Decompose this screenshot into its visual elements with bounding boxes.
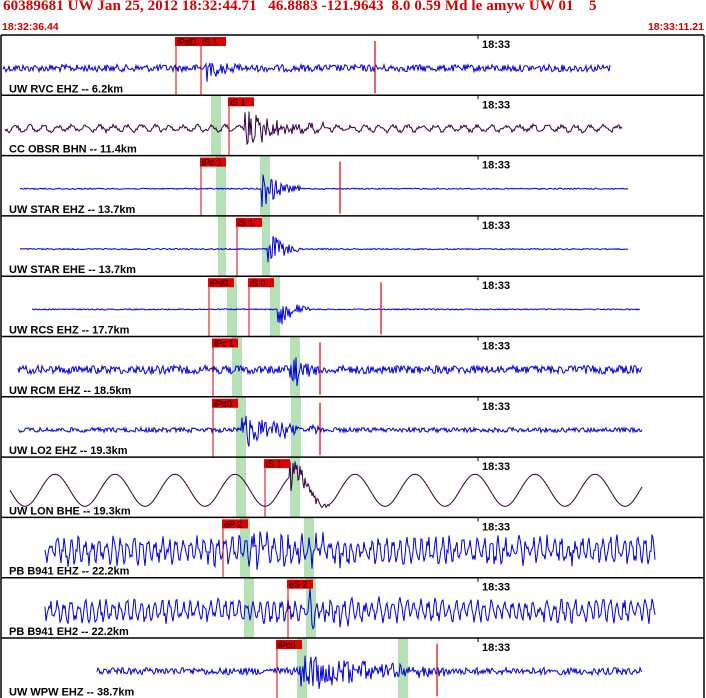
pick-window-band xyxy=(290,457,300,518)
station-label: CC OBSR BHN -- 11.4km xyxy=(9,144,137,156)
waveform-trace xyxy=(19,174,629,208)
waveform-trace xyxy=(4,111,623,146)
minute-tick-label: 18:33 xyxy=(482,280,510,292)
pick-window-band xyxy=(262,215,270,277)
station-label: UW STAR EHE -- 13.7km xyxy=(9,264,136,276)
station-label: UW RCM EHZ -- 18.5km xyxy=(9,385,131,397)
phase-pick-label: iPd0 xyxy=(214,399,232,409)
waveform-trace xyxy=(31,304,641,325)
phase-pick-box[interactable] xyxy=(200,37,226,46)
station-label: UW STAR EHZ -- 13.7km xyxy=(9,204,136,216)
phase-pick-box[interactable] xyxy=(264,459,290,469)
pick-window-band xyxy=(227,276,237,337)
phase-pick-label: iPc 1 xyxy=(214,339,234,349)
phase-pick-label: iS 1 xyxy=(266,459,282,469)
minute-tick-label: 18:33 xyxy=(482,39,510,51)
pick-window-band xyxy=(216,155,226,216)
phase-pick-label: iS 1 xyxy=(230,97,246,107)
trace-panel: iS 1 18:33 UW STAR EHE -- 13.7km xyxy=(1,215,704,277)
waveform-trace xyxy=(96,655,643,689)
minute-tick-label: 18:33 xyxy=(482,642,510,654)
trace-panel: iPc 1 18:33 UW STAR EHZ -- 13.7km xyxy=(1,154,704,216)
phase-pick-box[interactable] xyxy=(212,338,238,348)
minute-tick-label: 18:33 xyxy=(482,220,510,232)
phase-pick-label: eS 2 xyxy=(289,580,308,590)
trace-panel: iPd0 18:33 UW LO2 EHZ -- 19.3km xyxy=(1,396,704,458)
trace-panel: iS 1 18:33 UW LON BHE -- 19.3km xyxy=(1,456,704,518)
phase-pick-label: iPdD xyxy=(177,37,197,47)
phase-pick-box[interactable] xyxy=(287,579,313,589)
phase-pick-label: iPd0 xyxy=(210,278,228,288)
pick-window-band xyxy=(398,638,408,698)
waveform-trace xyxy=(17,415,643,447)
pick-window-band xyxy=(211,95,221,156)
minute-tick-label: 18:33 xyxy=(482,341,510,353)
pick-window-band xyxy=(304,517,314,578)
trace-panel: eP 2 18:33 PB B941 EHZ -- 22.2km xyxy=(1,516,704,578)
trace-panel: iPd0 iS 0 18:33 UW RCS EHZ -- 17.7km xyxy=(1,275,704,337)
pick-window-band xyxy=(290,336,300,397)
waveform-trace xyxy=(44,531,656,570)
phase-pick-box[interactable] xyxy=(222,519,248,529)
phase-pick-label: eP 2 xyxy=(224,519,242,529)
phase-pick-label: iPc 1 xyxy=(202,158,222,168)
waveform-trace xyxy=(17,357,643,387)
phase-pick-box[interactable] xyxy=(208,278,234,288)
trace-panel: eS 2 18:33 PB B941 EH2 -- 22.2km xyxy=(1,576,704,638)
pick-window-band xyxy=(270,276,280,337)
event-header-title: 60389681 UW Jan 25, 2012 18:32:44.71 46.… xyxy=(3,0,597,14)
phase-pick-box[interactable] xyxy=(228,97,254,107)
minute-tick-label: 18:33 xyxy=(482,582,510,594)
minute-tick-label: 18:33 xyxy=(482,401,510,413)
pick-window-band xyxy=(297,638,307,698)
trace-panel: iPdD iS 1 18:33 UW RVC EHZ -- 6.2km xyxy=(1,34,704,96)
phase-pick-box[interactable] xyxy=(175,37,201,46)
phase-pick-label: iPc0 xyxy=(278,640,296,650)
pick-window-band xyxy=(244,577,254,638)
waveform-trace xyxy=(2,62,611,82)
trace-panel: iPc 1 18:33 UW RCM EHZ -- 18.5km xyxy=(1,335,704,397)
station-label: PB B941 EHZ -- 22.2km xyxy=(9,566,130,578)
station-label: PB B941 EH2 -- 22.2km xyxy=(9,626,129,638)
phase-pick-box[interactable] xyxy=(276,640,302,649)
station-label: UW RVC EHZ -- 6.2km xyxy=(9,83,123,95)
phase-pick-label: iS 0 xyxy=(250,278,266,288)
trace-panel: iS 1 18:33 CC OBSR BHN -- 11.4km xyxy=(1,94,704,156)
station-label: UW LO2 EHZ -- 19.3km xyxy=(9,445,128,457)
waveform-trace xyxy=(44,588,656,630)
station-label: UW WPW EHZ -- 38.7km xyxy=(9,686,135,698)
end-time-label: 18:33:11.21 xyxy=(647,21,704,33)
minute-tick-label: 18:33 xyxy=(482,461,510,473)
trace-panel: iPc0 18:33 UW WPW EHZ -- 38.7km xyxy=(1,637,704,698)
phase-pick-label: iS 1 xyxy=(238,218,254,228)
pick-window-band xyxy=(236,457,246,518)
waveform-trace xyxy=(9,461,643,509)
station-label: UW RCS EHZ -- 17.7km xyxy=(9,325,130,337)
minute-tick-label: 18:33 xyxy=(482,160,510,172)
phase-pick-box[interactable] xyxy=(248,278,274,288)
phase-pick-label: iS 1 xyxy=(202,37,218,47)
minute-tick-label: 18:33 xyxy=(482,99,510,111)
start-time-label: 18:32:36.44 xyxy=(2,21,59,33)
pick-window-band xyxy=(218,215,226,277)
station-label: UW LON BHE -- 19.3km xyxy=(9,505,131,517)
phase-pick-box[interactable] xyxy=(200,157,226,167)
pick-window-band xyxy=(240,517,250,578)
waveform-trace xyxy=(19,236,629,263)
phase-pick-box[interactable] xyxy=(236,217,262,227)
minute-tick-label: 18:33 xyxy=(482,521,510,533)
phase-pick-box[interactable] xyxy=(212,398,238,408)
